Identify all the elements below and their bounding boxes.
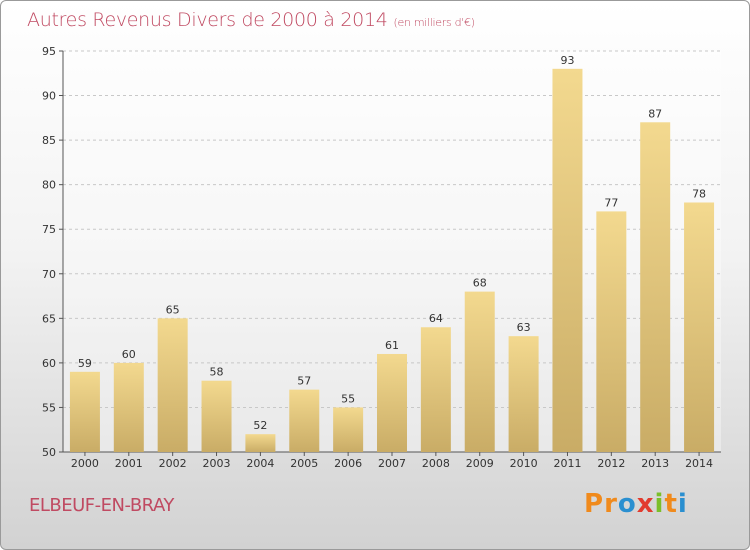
chart-title-text: Autres Revenus Divers de 2000 à 2014 <box>27 9 388 31</box>
bar <box>157 318 188 452</box>
x-tick-label: 2006 <box>334 457 362 470</box>
y-tick-label: 85 <box>42 134 56 147</box>
data-label: 55 <box>341 392 355 405</box>
bar <box>684 202 715 452</box>
logo-letter: o <box>617 489 637 519</box>
x-tick-label: 2008 <box>422 457 450 470</box>
x-tick-label: 2010 <box>510 457 538 470</box>
x-tick-label: 2012 <box>597 457 625 470</box>
bar <box>552 68 583 453</box>
data-label: 68 <box>473 277 487 290</box>
data-label: 58 <box>210 366 224 379</box>
data-label: 57 <box>297 375 311 388</box>
y-tick-label: 90 <box>42 90 56 103</box>
y-tick-label: 95 <box>42 45 56 58</box>
logo-letter: i <box>677 489 688 519</box>
logo-letter: i <box>654 489 665 519</box>
bar <box>333 407 364 452</box>
data-label: 77 <box>604 196 618 209</box>
y-tick-label: 65 <box>42 312 56 325</box>
chart-unit: (en milliers d'€) <box>393 16 475 29</box>
bar <box>464 291 495 452</box>
x-tick-label: 2005 <box>290 457 318 470</box>
y-tick-label: 50 <box>42 446 56 459</box>
data-label: 63 <box>517 321 531 334</box>
commune-name: ELBEUF-EN-BRAY <box>29 495 174 516</box>
bar <box>596 211 627 452</box>
x-tick-label: 2001 <box>115 457 143 470</box>
x-tick-label: 2009 <box>466 457 494 470</box>
bar <box>377 353 407 452</box>
bar <box>201 380 232 452</box>
data-label: 78 <box>692 187 706 200</box>
bar <box>113 362 144 452</box>
x-tick-label: 2007 <box>378 457 406 470</box>
y-tick-label: 70 <box>42 268 56 281</box>
logo-letter: x <box>636 489 655 519</box>
x-tick-label: 2013 <box>641 457 669 470</box>
bar <box>640 122 671 453</box>
logo-letter: P <box>584 489 605 519</box>
y-tick-label: 75 <box>42 223 56 236</box>
x-tick-label: 2011 <box>553 457 581 470</box>
y-tick-label: 60 <box>42 357 56 370</box>
data-label: 64 <box>429 312 443 325</box>
proxiti-logo: Proxiti <box>584 489 688 519</box>
x-tick-label: 2014 <box>685 457 713 470</box>
bar <box>420 327 451 452</box>
x-tick-label: 2000 <box>71 457 99 470</box>
bar <box>508 336 539 452</box>
data-label: 59 <box>78 357 92 370</box>
logo-letter: r <box>604 489 618 519</box>
y-tick-label: 55 <box>42 401 56 414</box>
logo-letter: t <box>664 489 678 519</box>
data-label: 52 <box>253 419 267 432</box>
bar <box>69 371 100 452</box>
bar <box>245 434 276 452</box>
chart-title: Autres Revenus Divers de 2000 à 2014 (en … <box>27 9 475 31</box>
x-tick-label: 2004 <box>246 457 274 470</box>
data-label: 65 <box>166 303 180 316</box>
x-tick-label: 2003 <box>203 457 231 470</box>
bar <box>289 389 320 452</box>
y-tick-label: 80 <box>42 179 56 192</box>
x-tick-label: 2002 <box>159 457 187 470</box>
data-label: 61 <box>385 339 399 352</box>
data-label: 93 <box>560 54 574 67</box>
data-label: 87 <box>648 107 662 120</box>
data-label: 60 <box>122 348 136 361</box>
